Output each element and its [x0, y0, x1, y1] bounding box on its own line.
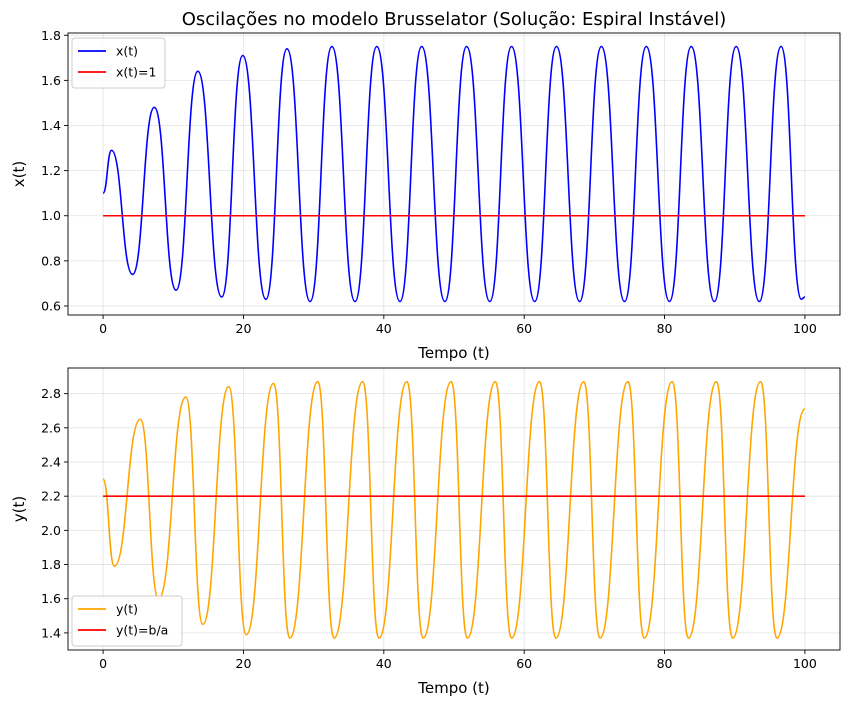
- series-group: [102, 45, 806, 303]
- x-tick-label: 60: [516, 321, 532, 336]
- x-tick-label: 100: [793, 321, 817, 336]
- series-group: [102, 380, 806, 639]
- y-tick-label: 2.0: [41, 523, 61, 538]
- y-tick-label: 0.6: [41, 298, 61, 313]
- y-tick-label: 2.2: [41, 489, 61, 504]
- legend-label: x(t)=1: [116, 65, 156, 80]
- axes-frame: [67, 32, 841, 316]
- y-tick-label: 1.6: [41, 73, 61, 88]
- x-tick-label: 80: [657, 321, 673, 336]
- y-tick-label: 1.2: [41, 163, 61, 178]
- y-tick-label: 2.6: [41, 420, 61, 435]
- x-tick-label: 0: [99, 321, 107, 336]
- x-tick-label: 0: [99, 656, 107, 671]
- y-tick-label: 0.8: [41, 253, 61, 268]
- legend-label: y(t): [116, 602, 138, 617]
- figure-title: Oscilações no modelo Brusselator (Soluçã…: [182, 9, 727, 30]
- x-tick-label: 60: [516, 656, 532, 671]
- legend: y(t) y(t)=b/a: [71, 595, 183, 647]
- x-axis-label: Tempo (t): [417, 679, 490, 697]
- x-tick-label: 20: [236, 321, 252, 336]
- y-tick-label: 1.4: [41, 625, 61, 640]
- legend-label: x(t): [116, 44, 138, 59]
- x-tick-label: 40: [376, 321, 392, 336]
- y-axis-label: x(t): [10, 161, 28, 187]
- x-tick-label: 100: [793, 656, 817, 671]
- series-line-data: [102, 45, 806, 303]
- x-tick-label: 20: [236, 656, 252, 671]
- y-tick-label: 1.4: [41, 118, 61, 133]
- x-tick-label: 80: [657, 656, 673, 671]
- y-tick-label: 1.6: [41, 591, 61, 606]
- y-tick-label: 1.8: [41, 28, 61, 43]
- y-chart-panel: 0 20 40 60 80 100 1.4 1.6 1.8 2.0 2.2 2.4 2.6 2.8 Temp…: [10, 367, 841, 697]
- x-axis-label: Tempo (t): [417, 344, 490, 362]
- axes-frame: [67, 367, 841, 651]
- legend: x(t) x(t)=1: [71, 37, 166, 89]
- x-tick-label: 40: [376, 656, 392, 671]
- legend-label: y(t)=b/a: [116, 623, 168, 638]
- y-tick-label: 1.0: [41, 208, 61, 223]
- y-tick-label: 1.8: [41, 557, 61, 572]
- series-line-data: [102, 380, 806, 639]
- y-tick-label: 2.4: [41, 455, 61, 470]
- x-chart-panel: 0 20 40 60 80 100 0.6 0.8 1.0 1.2 1.4 1.6 1.8 Tempo (…: [10, 28, 841, 362]
- y-tick-label: 2.8: [41, 386, 61, 401]
- y-axis-label: y(t): [10, 496, 28, 522]
